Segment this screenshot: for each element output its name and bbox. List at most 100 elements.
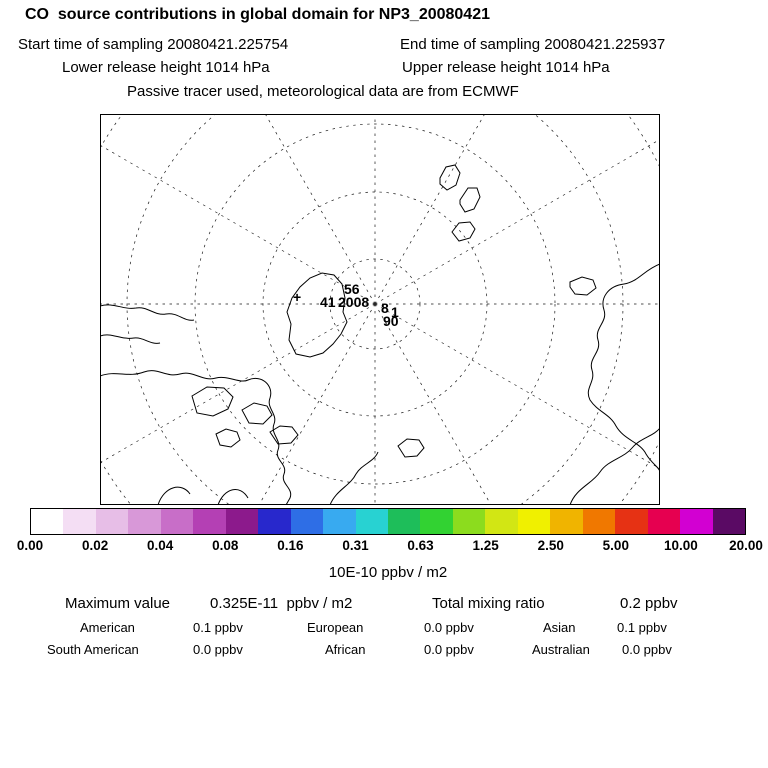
- map-cluster-label: 90: [383, 313, 399, 329]
- coastline-path: [99, 304, 195, 321]
- map-panel: +56 41 2008 8 1 90: [0, 0, 768, 724]
- total-mixing-ratio-value: 0.2 ppbv: [620, 595, 678, 612]
- coastline-path: [215, 428, 241, 448]
- colorbar-segment: [128, 509, 161, 534]
- colorbar-tick-label: 0.04: [147, 538, 174, 553]
- colorbar-tick-label: 1.25: [472, 538, 499, 553]
- colorbar-tick-label: 5.00: [602, 538, 629, 553]
- latitude-circle: [126, 55, 624, 553]
- upper-release-text: Upper release height 1014 hPa: [402, 59, 610, 76]
- maximum-value-label: Maximum value: [65, 595, 171, 612]
- map-cluster-label: 8: [381, 300, 389, 316]
- contribution-name-australian: Australian: [532, 642, 590, 657]
- coastline-path: [241, 402, 273, 425]
- contribution-value-african: 0.0 ppbv: [424, 642, 474, 657]
- colorbar-ticks: 0.00 0.02 0.04 0.08 0.16 0.31 0.63 1.25 2.50 5.00…: [17, 538, 763, 554]
- latitude-circle: [329, 258, 421, 350]
- coastline-path: [569, 276, 597, 296]
- contribution-name-african: African: [325, 642, 366, 657]
- meridian-line: [11, 303, 376, 515]
- colorbar-segment: [647, 509, 681, 534]
- colorbar-segment: [323, 509, 356, 534]
- colorbar-segment: [193, 509, 226, 534]
- colorbar-segment: [160, 509, 194, 534]
- coastline-path: [397, 438, 425, 458]
- lower-release-text: Lower release height 1014 hPa: [62, 59, 270, 76]
- latitude-circle: [194, 123, 556, 485]
- colorbar-segment: [712, 509, 745, 534]
- colorbar-tick-label: 2.50: [537, 538, 564, 553]
- coastline-path: [157, 486, 191, 506]
- contribution-name-american: American: [80, 620, 135, 635]
- map-cluster-label: 1: [391, 304, 399, 320]
- colorbar-tick-label: 0.16: [277, 538, 304, 553]
- colorbar-segment: [485, 509, 518, 534]
- colorbar-gradient: [30, 508, 746, 535]
- coastline-path: [217, 489, 249, 506]
- coastline-path: [286, 272, 348, 358]
- colorbar-segment: [582, 509, 616, 534]
- contribution-value-asian: 0.1 ppbv: [617, 620, 667, 635]
- coastline-path: [451, 221, 476, 242]
- total-mixing-ratio-label: Total mixing ratio: [432, 595, 545, 612]
- end-time-text: End time of sampling 20080421.225937: [400, 36, 666, 53]
- coastline-path: [587, 263, 661, 473]
- meridian-line: [374, 93, 739, 305]
- coastline-path: [269, 425, 299, 445]
- map-cluster-label: 2008: [338, 294, 369, 310]
- colorbar-tick-label: 10.00: [664, 538, 698, 553]
- start-time-text: Start time of sampling 20080421.225754: [18, 36, 289, 53]
- colorbar-segment: [95, 509, 129, 534]
- contribution-name-south-american: South American: [47, 642, 139, 657]
- colorbar-segment: [258, 509, 291, 534]
- colorbar-segment: [355, 509, 388, 534]
- map-border: [100, 114, 660, 505]
- coastline-path: [99, 334, 161, 344]
- contribution-name-european: European: [307, 620, 364, 635]
- map-cluster-label: 56: [344, 281, 360, 297]
- coastline-path: [439, 164, 461, 191]
- colorbar-tick-label: 0.08: [212, 538, 239, 553]
- coastlines: [99, 164, 661, 506]
- graticule-lines: [0, 0, 768, 724]
- colorbar-segment: [517, 509, 551, 534]
- meridian-line: [374, 0, 551, 305]
- map-cluster-label: 41: [320, 294, 336, 310]
- meridian-line: [11, 93, 376, 305]
- colorbar-segment: [680, 509, 713, 534]
- map-cluster-labels: +56 41 2008 8 190: [293, 281, 399, 329]
- coastline-path: [569, 427, 661, 506]
- colorbar-segment: [225, 509, 259, 534]
- meridian-line: [374, 303, 586, 668]
- colorbar-segment: [452, 509, 486, 534]
- colorbar-units-label: 10E-10 ppbv / m2: [328, 564, 448, 581]
- colorbar-segment: [420, 509, 453, 534]
- figure-title: CO source contributions in global domain…: [25, 6, 490, 23]
- coastline-path: [99, 370, 292, 506]
- contribution-value-american: 0.1 ppbv: [193, 620, 243, 635]
- colorbar-segment: [615, 509, 648, 534]
- contribution-value-australian: 0.0 ppbv: [622, 642, 672, 657]
- tracer-info-text: Passive tracer used, meteorological data…: [127, 83, 519, 100]
- colorbar-tick-label: 0.31: [342, 538, 369, 553]
- colorbar-tick-label: 0.00: [16, 538, 44, 553]
- latitude-circle: [58, 0, 692, 621]
- colorbar-segment: [550, 509, 583, 534]
- coastline-path: [191, 386, 234, 417]
- maximum-value: 0.325E-11 ppbv / m2: [210, 595, 353, 612]
- colorbar-tick-label: 0.02: [81, 538, 109, 553]
- contribution-name-asian: Asian: [543, 620, 576, 635]
- coastline-path: [329, 451, 379, 506]
- contribution-value-south-american: 0.0 ppbv: [193, 642, 243, 657]
- colorbar-segment: [31, 509, 64, 534]
- coastline-path: [459, 187, 481, 213]
- colorbar-segment: [290, 509, 324, 534]
- colorbar-tick-label: 0.63: [407, 538, 434, 553]
- colorbar-segment: [63, 509, 96, 534]
- contribution-value-european: 0.0 ppbv: [424, 620, 474, 635]
- release-point-marker: +: [293, 289, 301, 305]
- colorbar-segment: [387, 509, 421, 534]
- meridian-line: [374, 303, 739, 515]
- polar-map: +56 41 2008 8 190: [0, 0, 768, 724]
